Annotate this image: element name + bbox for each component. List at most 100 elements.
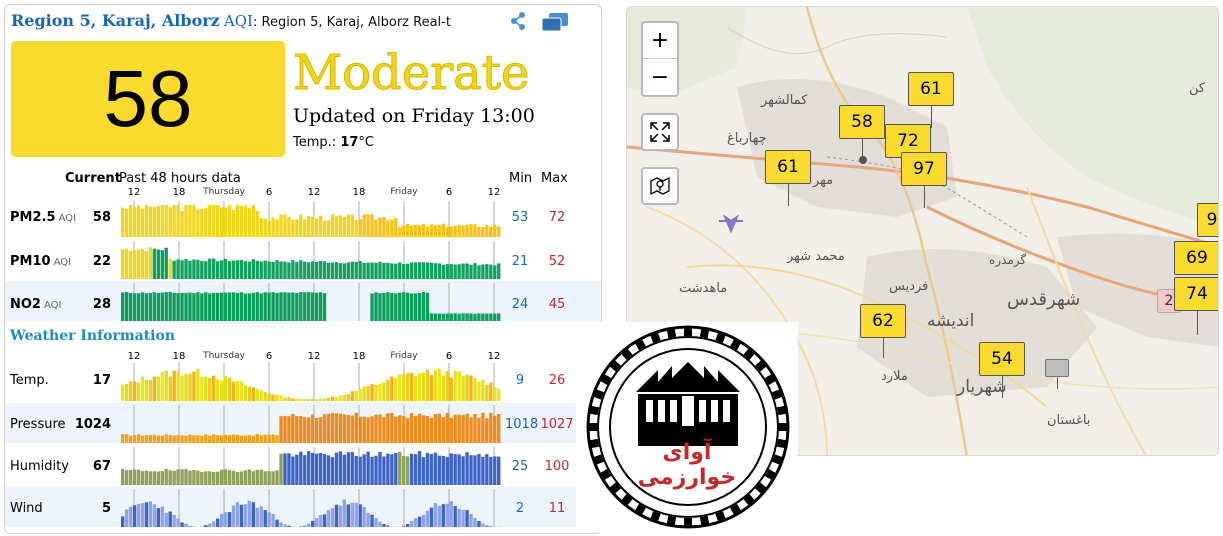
- spark-bar: [330, 214, 335, 237]
- no2-sparkline[interactable]: [121, 283, 501, 321]
- zoom-out-button[interactable]: −: [641, 59, 679, 97]
- spark-bar: [481, 379, 485, 401]
- spark-bar: [461, 225, 465, 237]
- gear-tooth: [635, 339, 646, 351]
- axis-tick-label: 12: [307, 351, 321, 362]
- max-column-header: Max: [541, 171, 568, 186]
- spark-bar: [473, 455, 477, 485]
- spark-bar: [156, 249, 160, 279]
- spark-bar: [263, 260, 267, 279]
- gear-tooth: [589, 405, 600, 416]
- windows-icon[interactable]: [541, 12, 569, 32]
- spark-bar: [421, 372, 426, 401]
- gear-tooth: [684, 518, 692, 526]
- spark-bar: [413, 376, 418, 401]
- spark-bar: [172, 370, 176, 401]
- spark-bar: [192, 205, 196, 237]
- spark-bar: [251, 259, 255, 279]
- axis-tick-label: 6: [445, 351, 453, 362]
- spark-bar: [374, 219, 378, 237]
- spark-bar: [160, 292, 164, 321]
- spark-bar: [172, 260, 176, 279]
- spark-bar: [390, 292, 394, 321]
- fullscreen-button[interactable]: [641, 113, 679, 151]
- spark-bar: [338, 451, 343, 485]
- zoom-in-button[interactable]: +: [641, 21, 679, 59]
- aqi-marker[interactable]: 97: [901, 152, 947, 186]
- spark-bar: [382, 382, 386, 401]
- aqi-marker[interactable]: 74: [1174, 277, 1218, 311]
- wind-sparkline[interactable]: [121, 489, 501, 527]
- spark-bar: [219, 292, 224, 321]
- spark-bar: [402, 416, 406, 443]
- gear-tooth: [715, 511, 726, 522]
- spark-bar: [413, 518, 418, 527]
- pressure-sparkline[interactable]: [121, 405, 501, 443]
- spark-bar: [247, 435, 252, 443]
- spark-bar: [243, 261, 248, 279]
- spark-bar: [275, 260, 279, 279]
- spark-bar: [124, 509, 129, 527]
- spark-bar: [235, 471, 240, 485]
- aqi-marker[interactable]: 61: [908, 72, 954, 106]
- spark-bar: [477, 520, 481, 527]
- pm25-sparkline[interactable]: [121, 201, 501, 237]
- marker-stem: [1002, 376, 1003, 398]
- aqi-marker[interactable]: 9: [1197, 203, 1218, 237]
- spark-bar: [140, 249, 145, 279]
- spark-bar: [477, 313, 481, 321]
- spark-bar: [219, 260, 224, 279]
- spark-bar: [485, 313, 489, 321]
- spark-bar: [406, 523, 410, 527]
- spark-bar: [287, 292, 291, 321]
- aqi-marker[interactable]: 58: [839, 105, 885, 139]
- spark-bar: [437, 368, 442, 401]
- share-icon[interactable]: [509, 11, 527, 31]
- axis-tick-label: 6: [265, 351, 273, 362]
- aqi-map[interactable]: + − کمالشهر چهارباغ مهر محمد شهر ماهدشت …: [626, 6, 1219, 456]
- spark-bar: [425, 262, 430, 279]
- spark-bar: [263, 509, 267, 527]
- spark-bar: [425, 416, 430, 443]
- aqi-marker[interactable]: 61: [765, 150, 811, 184]
- inactive-station-marker[interactable]: [1045, 359, 1069, 377]
- gear-tooth: [730, 339, 741, 351]
- spark-bar: [390, 263, 394, 279]
- spark-bar: [239, 504, 244, 527]
- spark-bar: [378, 383, 382, 401]
- spark-bar: [453, 313, 457, 321]
- spark-bar: [338, 395, 343, 401]
- spark-bar: [160, 371, 164, 401]
- pm10-sparkline[interactable]: [121, 241, 501, 279]
- spark-bar: [473, 413, 477, 443]
- aqi-marker[interactable]: 62: [860, 304, 906, 338]
- region-title-link[interactable]: Region 5, Karaj, Alborz: [11, 11, 220, 30]
- humidity-sparkline[interactable]: [121, 447, 501, 485]
- aqi-marker[interactable]: 69: [1174, 241, 1218, 275]
- spark-bar: [449, 453, 453, 485]
- humidity-min: 25: [511, 459, 529, 474]
- spark-bar: [441, 417, 445, 443]
- aqi-marker[interactable]: 54: [979, 342, 1025, 376]
- weather-information-title[interactable]: Weather Information: [10, 328, 176, 344]
- gear-tooth: [699, 328, 710, 339]
- spark-bar: [342, 499, 347, 527]
- gear-tooth: [589, 438, 600, 449]
- spark-bar: [283, 214, 287, 237]
- map-layers-button[interactable]: [641, 167, 679, 205]
- spark-bar: [322, 220, 327, 237]
- spark-bar: [287, 416, 291, 443]
- spark-bar: [437, 313, 442, 321]
- spark-bar: [406, 418, 410, 443]
- spark-bar: [318, 452, 323, 485]
- pressure-row-label: Pressure: [10, 417, 66, 432]
- spark-bar: [358, 389, 362, 401]
- temp-sparkline[interactable]: [121, 363, 501, 401]
- aqi-marker[interactable]: 72: [885, 124, 931, 158]
- spark-bar: [413, 454, 418, 485]
- spark-bar: [156, 435, 160, 443]
- spark-bar: [196, 470, 200, 485]
- spark-bar: [307, 399, 311, 401]
- spark-bar: [378, 261, 382, 279]
